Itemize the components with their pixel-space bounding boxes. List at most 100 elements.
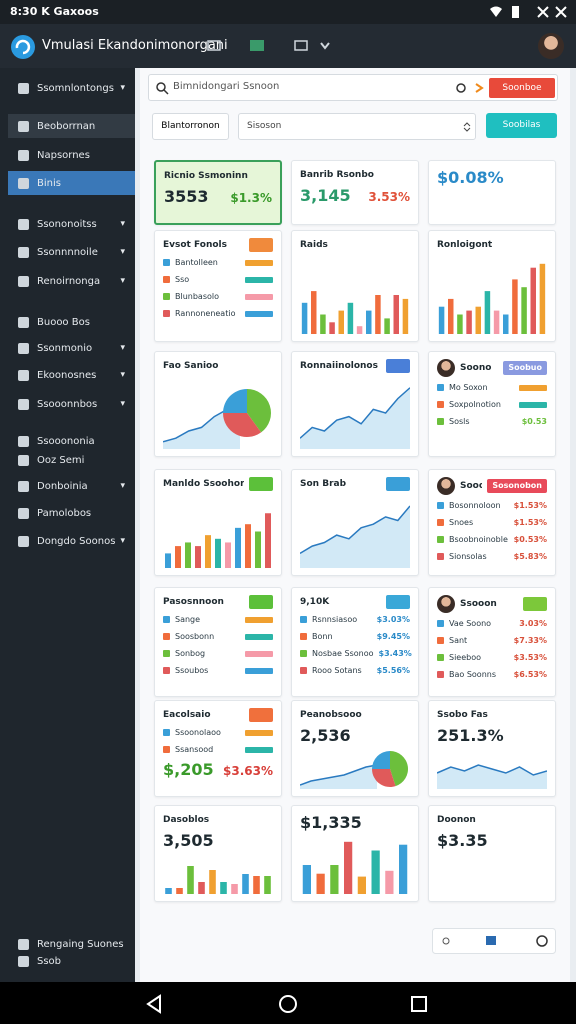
search-tools[interactable]: [454, 81, 488, 95]
app-title: Vmulasi Ekandonimonorgani: [42, 38, 228, 53]
card[interactable]: Ricnio Ssmoninn 3553 $1.3%: [154, 160, 282, 225]
card[interactable]: Banrib Rsonbo 3,145 3.53%: [291, 160, 419, 225]
nav-recents[interactable]: [411, 996, 427, 1012]
area-line: [299, 505, 411, 555]
nav-item[interactable]: Ssooonnbos ▾: [8, 392, 135, 416]
list-item: Soosbonn: [163, 630, 273, 643]
user-avatar[interactable]: [538, 33, 564, 59]
item-label: Sionsolas: [449, 552, 487, 561]
nav-icon: [18, 275, 29, 287]
card-title: Soooon: [460, 481, 483, 491]
floating-toolbar[interactable]: [432, 928, 556, 954]
nav-item[interactable]: Dongdo Soonos ▾: [8, 529, 135, 553]
search-bar[interactable]: Bimnidongari Ssnoon Soonboe: [148, 74, 558, 101]
card[interactable]: 9,10K Rsnnsiasoo $3.03% Bonn $9.45% Nosbae Ss…: [291, 587, 419, 697]
card-stats: $,205 $3.63%: [163, 760, 273, 779]
area-fill: [300, 765, 377, 789]
list-item: Ssansood: [163, 743, 273, 756]
card[interactable]: Soooon Sosonobon Bosonnoloon $1.53% Snoes $1.…: [428, 469, 556, 576]
nav-item[interactable]: Binis: [8, 171, 135, 195]
nav-label: Beoborrnan: [37, 120, 96, 132]
card[interactable]: Evsot Fonols Bantolleen Sso Blunbasolo Ranno…: [154, 230, 282, 342]
nav-item[interactable]: Ekoonosnes ▾: [8, 363, 135, 387]
nav-item[interactable]: Ssomnlontongs ▾: [8, 76, 135, 100]
item-value: $3.43%: [378, 649, 412, 658]
stat-value: 3.53%: [368, 190, 410, 204]
sidebar-footer-item[interactable]: Rengaing Suones: [8, 932, 135, 956]
nav-chevron: ▾: [120, 276, 125, 286]
nav-icon: [18, 149, 29, 161]
card[interactable]: Peanobsooo 2,536: [291, 700, 419, 797]
card[interactable]: Doonon $3.35: [428, 805, 556, 902]
bar: [264, 876, 271, 894]
bar: [338, 310, 344, 334]
card-header: Manldo Ssoohon: [163, 477, 273, 491]
card[interactable]: Manldo Ssoohon: [154, 469, 282, 576]
card[interactable]: Ronloigont: [428, 230, 556, 342]
bar: [220, 882, 227, 894]
nav-back[interactable]: [146, 994, 161, 1014]
nav-icon: [18, 316, 29, 328]
bar: [253, 876, 260, 894]
nav-icon: [18, 398, 29, 410]
item-icon: [163, 259, 170, 266]
card-badge: [249, 238, 273, 252]
nav-item[interactable]: Ssonmonio ▾: [8, 336, 135, 360]
item-value: $3.03%: [376, 615, 410, 624]
card-title: Doonon: [437, 815, 476, 825]
nav-item[interactable]: Donboinia ▾: [8, 474, 135, 498]
nav-item[interactable]: Napsornes: [8, 143, 135, 167]
item-icon: [437, 384, 444, 391]
item-label: Ssansood: [175, 745, 214, 754]
card[interactable]: Fao Sanioo: [154, 351, 282, 457]
card[interactable]: $1,335: [291, 805, 419, 902]
nav-item[interactable]: Buooo Bos: [8, 310, 135, 334]
card-stats: 3,505: [163, 831, 273, 850]
bar: [484, 291, 491, 334]
action-button[interactable]: Soobilas: [486, 113, 557, 138]
nav-item[interactable]: Renoirnonga ▾: [8, 269, 135, 293]
bar: [195, 546, 201, 568]
card[interactable]: Ssooon Vae Soono 3.03% Sant $7.33% Sieeboo $3.…: [428, 587, 556, 697]
sidebar-footer-item[interactable]: Ssob: [8, 949, 135, 973]
card-header: Soooon Sosonobon: [437, 477, 547, 495]
filter-button[interactable]: Blantorronon: [152, 113, 229, 140]
item-icon: [437, 671, 444, 678]
card[interactable]: Ssobo Fas 251.3%: [428, 700, 556, 797]
card[interactable]: Dasoblos 3,505: [154, 805, 282, 902]
list-item: Sso: [163, 273, 273, 286]
nav-icon: [18, 120, 29, 132]
nav-item[interactable]: Pamolobos: [8, 501, 135, 525]
nav-label: Ekoonosnes: [37, 369, 97, 381]
search-button[interactable]: Soonboe: [489, 78, 555, 98]
card[interactable]: Soono Soobuo Mo Soxon Soxpolnotion Sosls $0.5…: [428, 351, 556, 457]
card[interactable]: Eacolsaio Ssoonolaoo Ssansood $,205 $3.63%: [154, 700, 282, 797]
stat-value: $1.3%: [230, 191, 272, 205]
card[interactable]: Ronnaiinolonos: [291, 351, 419, 457]
header-icons[interactable]: [205, 38, 335, 54]
area-fill: [300, 506, 410, 568]
main-panel: Bimnidongari Ssnoon Soonboe Blantorronon…: [140, 68, 570, 982]
card[interactable]: $0.08%: [428, 160, 556, 225]
card[interactable]: Son Brab: [291, 469, 419, 576]
card[interactable]: Raids: [291, 230, 419, 342]
chart-area: [163, 854, 273, 894]
mini-chart: [299, 505, 411, 568]
card-title: 9,10K: [300, 597, 330, 607]
nav-label: Buooo Bos: [37, 316, 90, 328]
card[interactable]: Pasosnnoon Sange Soosbonn Sonbog Ssoubos: [154, 587, 282, 697]
card-title: Evsot Fonols: [163, 240, 227, 250]
nav-item[interactable]: Beoborrnan: [8, 114, 135, 138]
item-value: $0.53: [521, 417, 547, 426]
nav-item[interactable]: Ssononoitss ▾: [8, 212, 135, 236]
filter-select[interactable]: Sisoson: [238, 113, 476, 140]
item-label: Ssoonolaoo: [175, 728, 221, 737]
item-label: Mo Soxon: [449, 383, 488, 392]
area-line: [436, 764, 548, 776]
nav-home[interactable]: [279, 995, 297, 1013]
nav-item[interactable]: Ooz Semi: [8, 448, 135, 472]
nav-icon: [18, 535, 29, 547]
nav-item[interactable]: Ssonnnnoile ▾: [8, 240, 135, 264]
area-fill: [163, 409, 240, 449]
nav-item[interactable]: Ssooononia: [8, 429, 135, 453]
